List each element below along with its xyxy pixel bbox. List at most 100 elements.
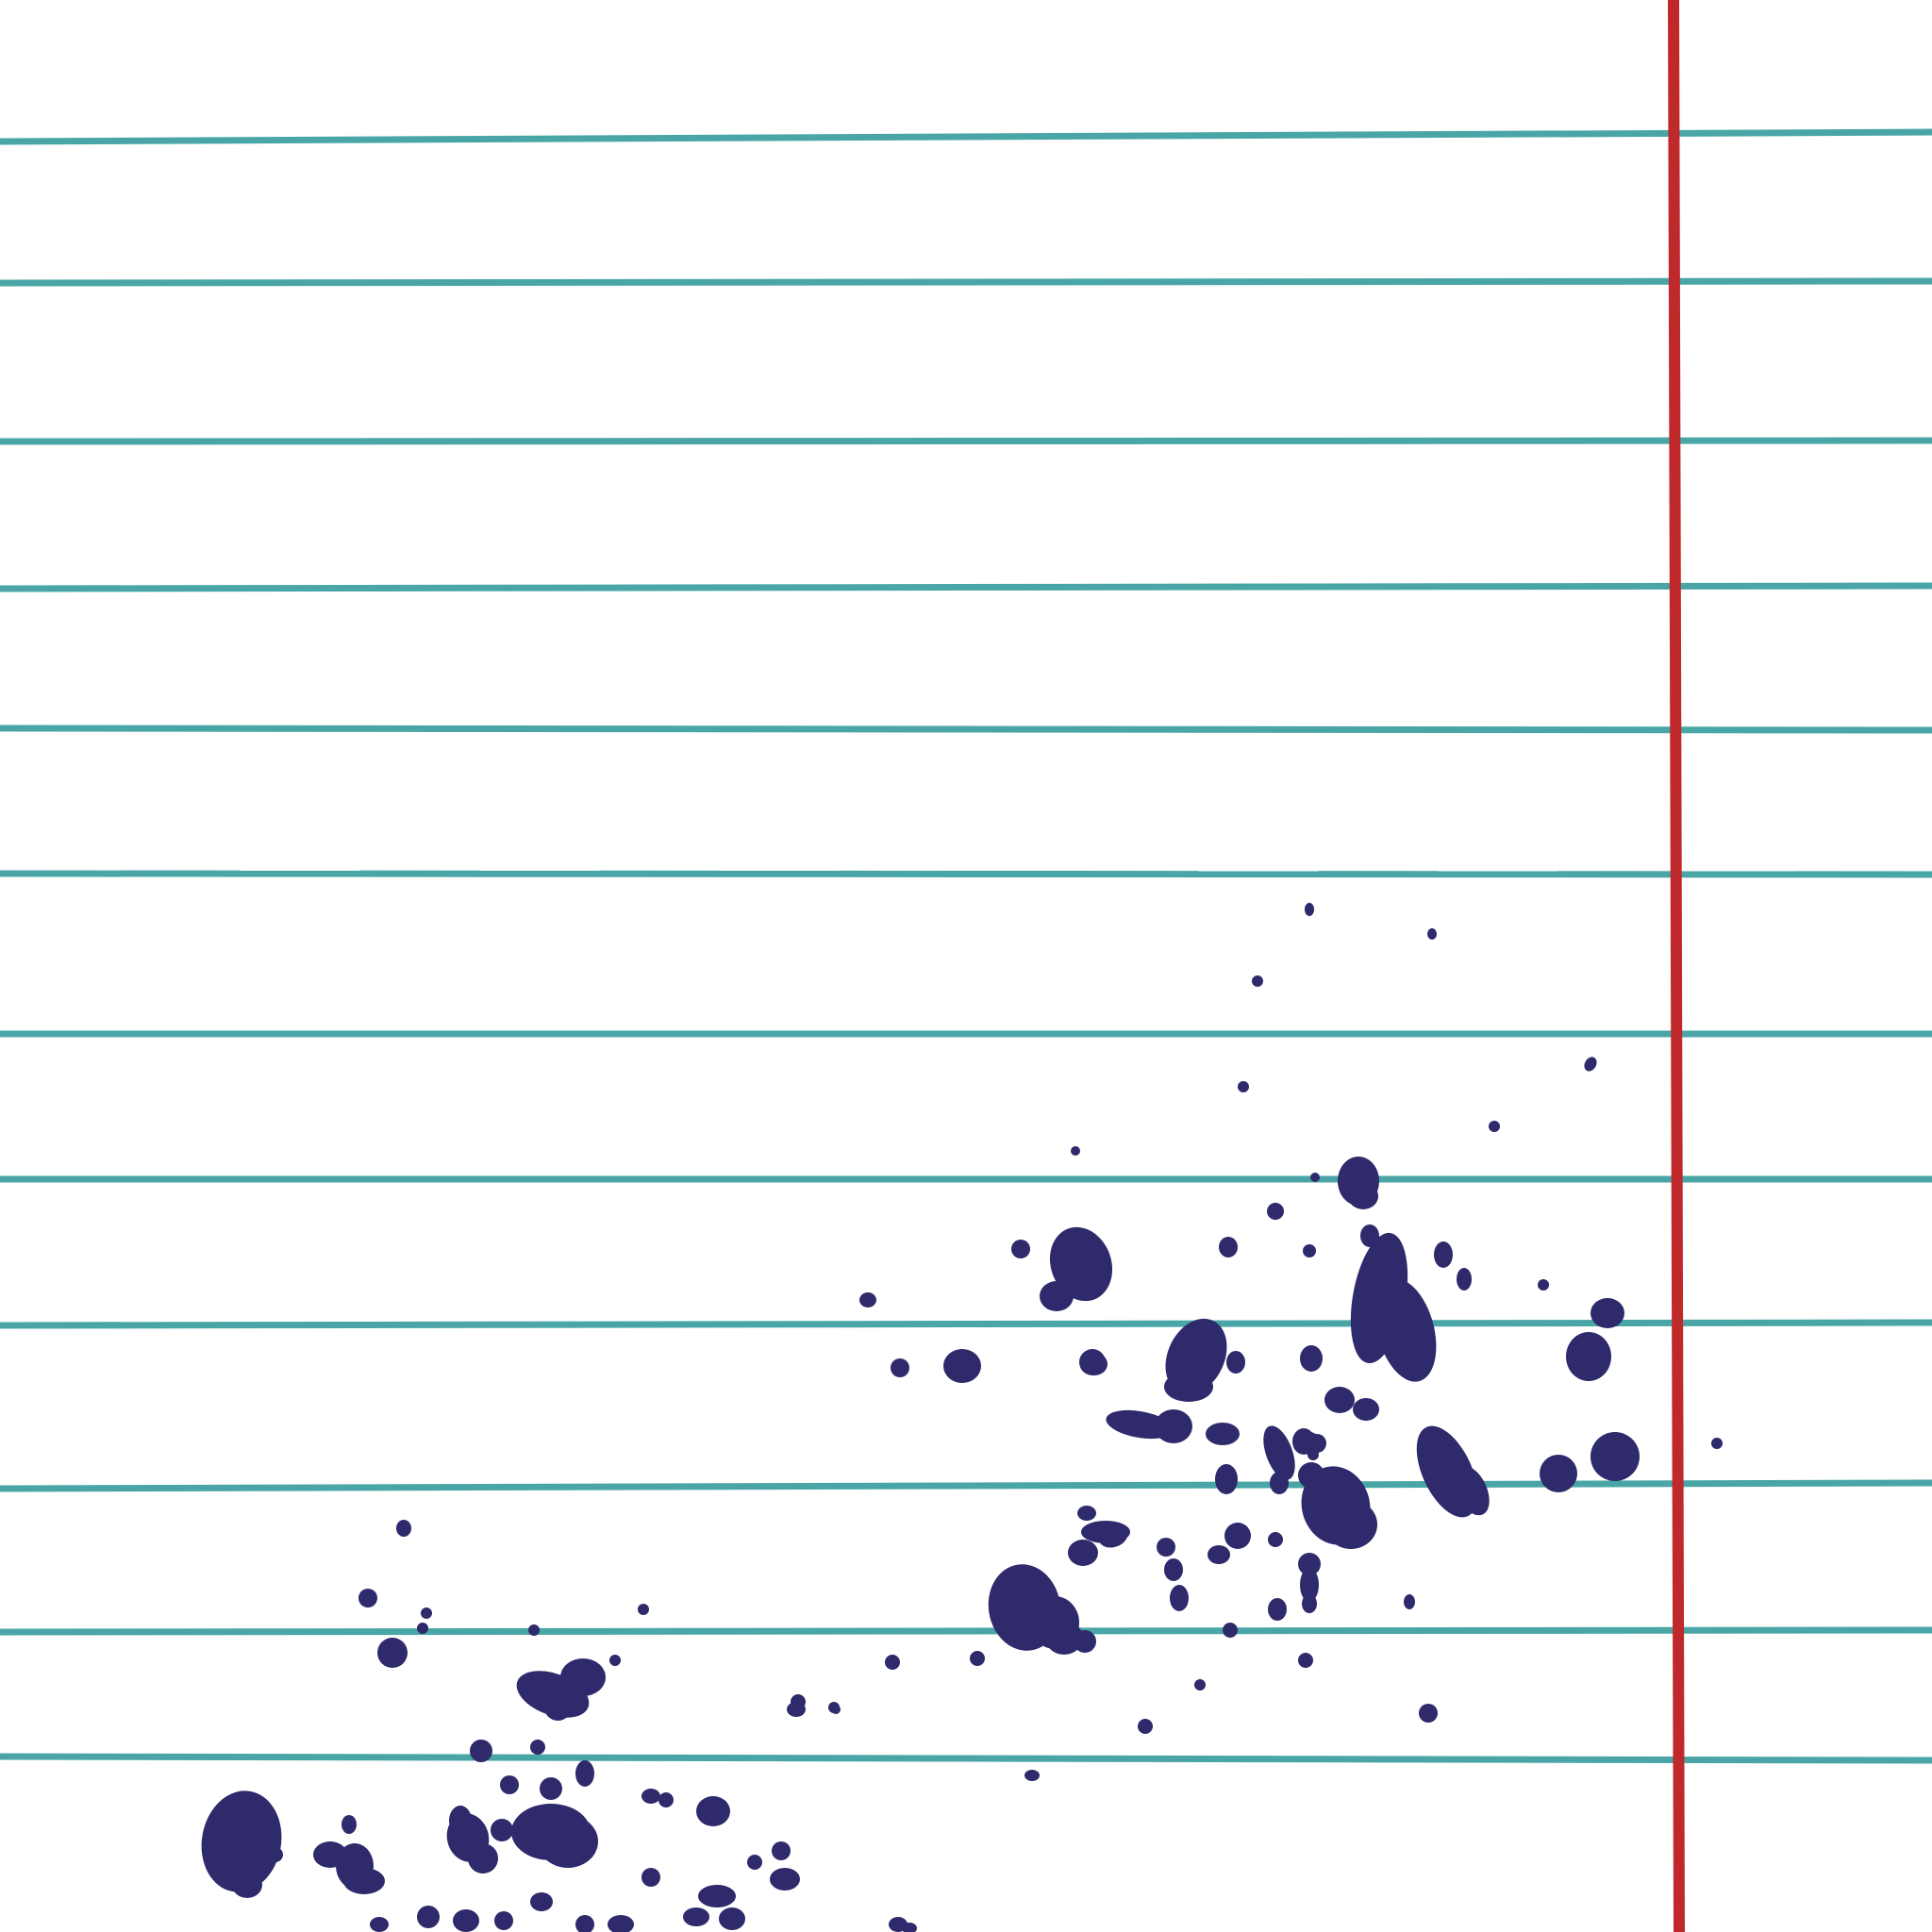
- ink-blob: [417, 1906, 440, 1928]
- ink-blob: [696, 1796, 730, 1826]
- ink-blob: [1252, 975, 1263, 987]
- ink-blob: [831, 1705, 841, 1714]
- ink-blob: [1540, 1455, 1577, 1492]
- ink-blob: [370, 1917, 389, 1932]
- ink-splatter: [201, 903, 1723, 1932]
- ink-blob: [608, 1915, 634, 1932]
- ink-blob: [1219, 1237, 1238, 1257]
- ink-blob: [1157, 1538, 1175, 1557]
- ink-blob: [1155, 1409, 1192, 1443]
- ink-blob: [609, 1655, 621, 1666]
- ink-blob: [1226, 1351, 1245, 1374]
- ink-blob: [885, 1655, 900, 1670]
- ink-blob: [891, 1358, 909, 1377]
- ink-blob: [658, 1792, 674, 1807]
- ink-blob: [540, 1777, 562, 1800]
- ink-blob: [1302, 1594, 1317, 1613]
- ink-blob: [1206, 1423, 1240, 1445]
- ink-blob: [575, 1915, 594, 1932]
- ink-blob: [494, 1911, 513, 1930]
- ink-blob: [638, 1604, 649, 1615]
- ink-blob: [1011, 1240, 1030, 1258]
- ink-blob: [1584, 1057, 1597, 1072]
- ruled-line: [0, 1479, 1932, 1492]
- margin-line: [1668, 0, 1685, 1932]
- ink-blob: [358, 1589, 377, 1607]
- ink-blob: [772, 1841, 791, 1860]
- ink-blob: [1024, 1770, 1040, 1781]
- ink-blob: [1164, 1372, 1213, 1402]
- ink-blob: [530, 1892, 553, 1911]
- ink-blob: [383, 1643, 394, 1655]
- ink-blob: [1040, 1281, 1074, 1311]
- ink-blob: [1591, 1432, 1640, 1481]
- ink-blob: [1307, 1449, 1319, 1460]
- ink-blob: [1194, 1679, 1206, 1690]
- ink-blob: [641, 1868, 660, 1887]
- ink-blob: [1224, 1523, 1251, 1549]
- ink-blob: [1223, 1623, 1238, 1638]
- ink-blob: [470, 1740, 492, 1762]
- ruled-line: [0, 724, 1932, 734]
- ink-blob: [1310, 1173, 1320, 1182]
- ink-blob: [343, 1868, 385, 1894]
- ink-blob: [268, 1847, 283, 1862]
- ink-blob: [468, 1843, 498, 1874]
- ruled-line: [0, 582, 1932, 592]
- ink-blob: [1348, 1183, 1378, 1209]
- ruled-line: [0, 128, 1932, 145]
- ink-blob: [1419, 1704, 1438, 1723]
- ink-blob: [1298, 1553, 1321, 1575]
- ink-blob: [1427, 928, 1437, 940]
- ink-blob: [1374, 1278, 1437, 1382]
- ink-blob: [1208, 1545, 1230, 1564]
- ink-blob: [698, 1885, 736, 1907]
- ink-blob: [538, 1815, 598, 1868]
- ink-blob: [500, 1775, 519, 1794]
- ink-blob: [1079, 1349, 1106, 1375]
- ink-blob: [970, 1651, 985, 1666]
- ink-blob: [1307, 1434, 1326, 1453]
- ink-blob: [1215, 1464, 1238, 1494]
- ruled-line: [0, 1626, 1932, 1636]
- ink-blob: [1324, 1500, 1377, 1549]
- ink-blob: [530, 1740, 545, 1755]
- ink-blob: [1404, 1594, 1415, 1609]
- ink-blob: [1164, 1558, 1183, 1581]
- ruled-lines: [0, 128, 1932, 1764]
- ink-blob: [1074, 1630, 1096, 1653]
- ink-blob: [1068, 1540, 1098, 1566]
- ruled-line: [0, 1753, 1932, 1764]
- ink-blob: [1298, 1653, 1313, 1668]
- ink-blob: [943, 1349, 981, 1383]
- ink-blob: [1138, 1719, 1153, 1734]
- ink-blob: [1353, 1398, 1379, 1421]
- ink-blob: [1300, 1568, 1319, 1602]
- ink-blob: [1303, 1244, 1316, 1257]
- ink-blob: [791, 1694, 806, 1709]
- ink-blob: [232, 1872, 262, 1898]
- ink-blob: [1170, 1585, 1189, 1611]
- ink-blob: [1077, 1506, 1096, 1521]
- ink-blob: [1489, 1121, 1500, 1132]
- ink-blob: [641, 1789, 660, 1804]
- ink-blob: [1263, 1425, 1295, 1480]
- ink-blob: [1454, 1465, 1490, 1516]
- ink-blob: [560, 1658, 606, 1696]
- ink-blob: [1434, 1241, 1453, 1268]
- ink-blob: [1098, 1524, 1128, 1548]
- ink-blob: [1051, 1624, 1074, 1647]
- ink-blob: [1238, 1081, 1249, 1092]
- ink-blob: [1457, 1268, 1472, 1291]
- ink-blob: [1591, 1298, 1624, 1328]
- ink-blob: [1324, 1387, 1355, 1413]
- ink-blob: [1049, 1226, 1113, 1302]
- ink-blob: [1268, 1532, 1283, 1547]
- ink-blob: [1300, 1345, 1323, 1372]
- ink-blob: [528, 1624, 540, 1636]
- ink-blob: [1711, 1438, 1723, 1449]
- ink-blob: [1305, 903, 1314, 916]
- ink-blob: [683, 1907, 709, 1926]
